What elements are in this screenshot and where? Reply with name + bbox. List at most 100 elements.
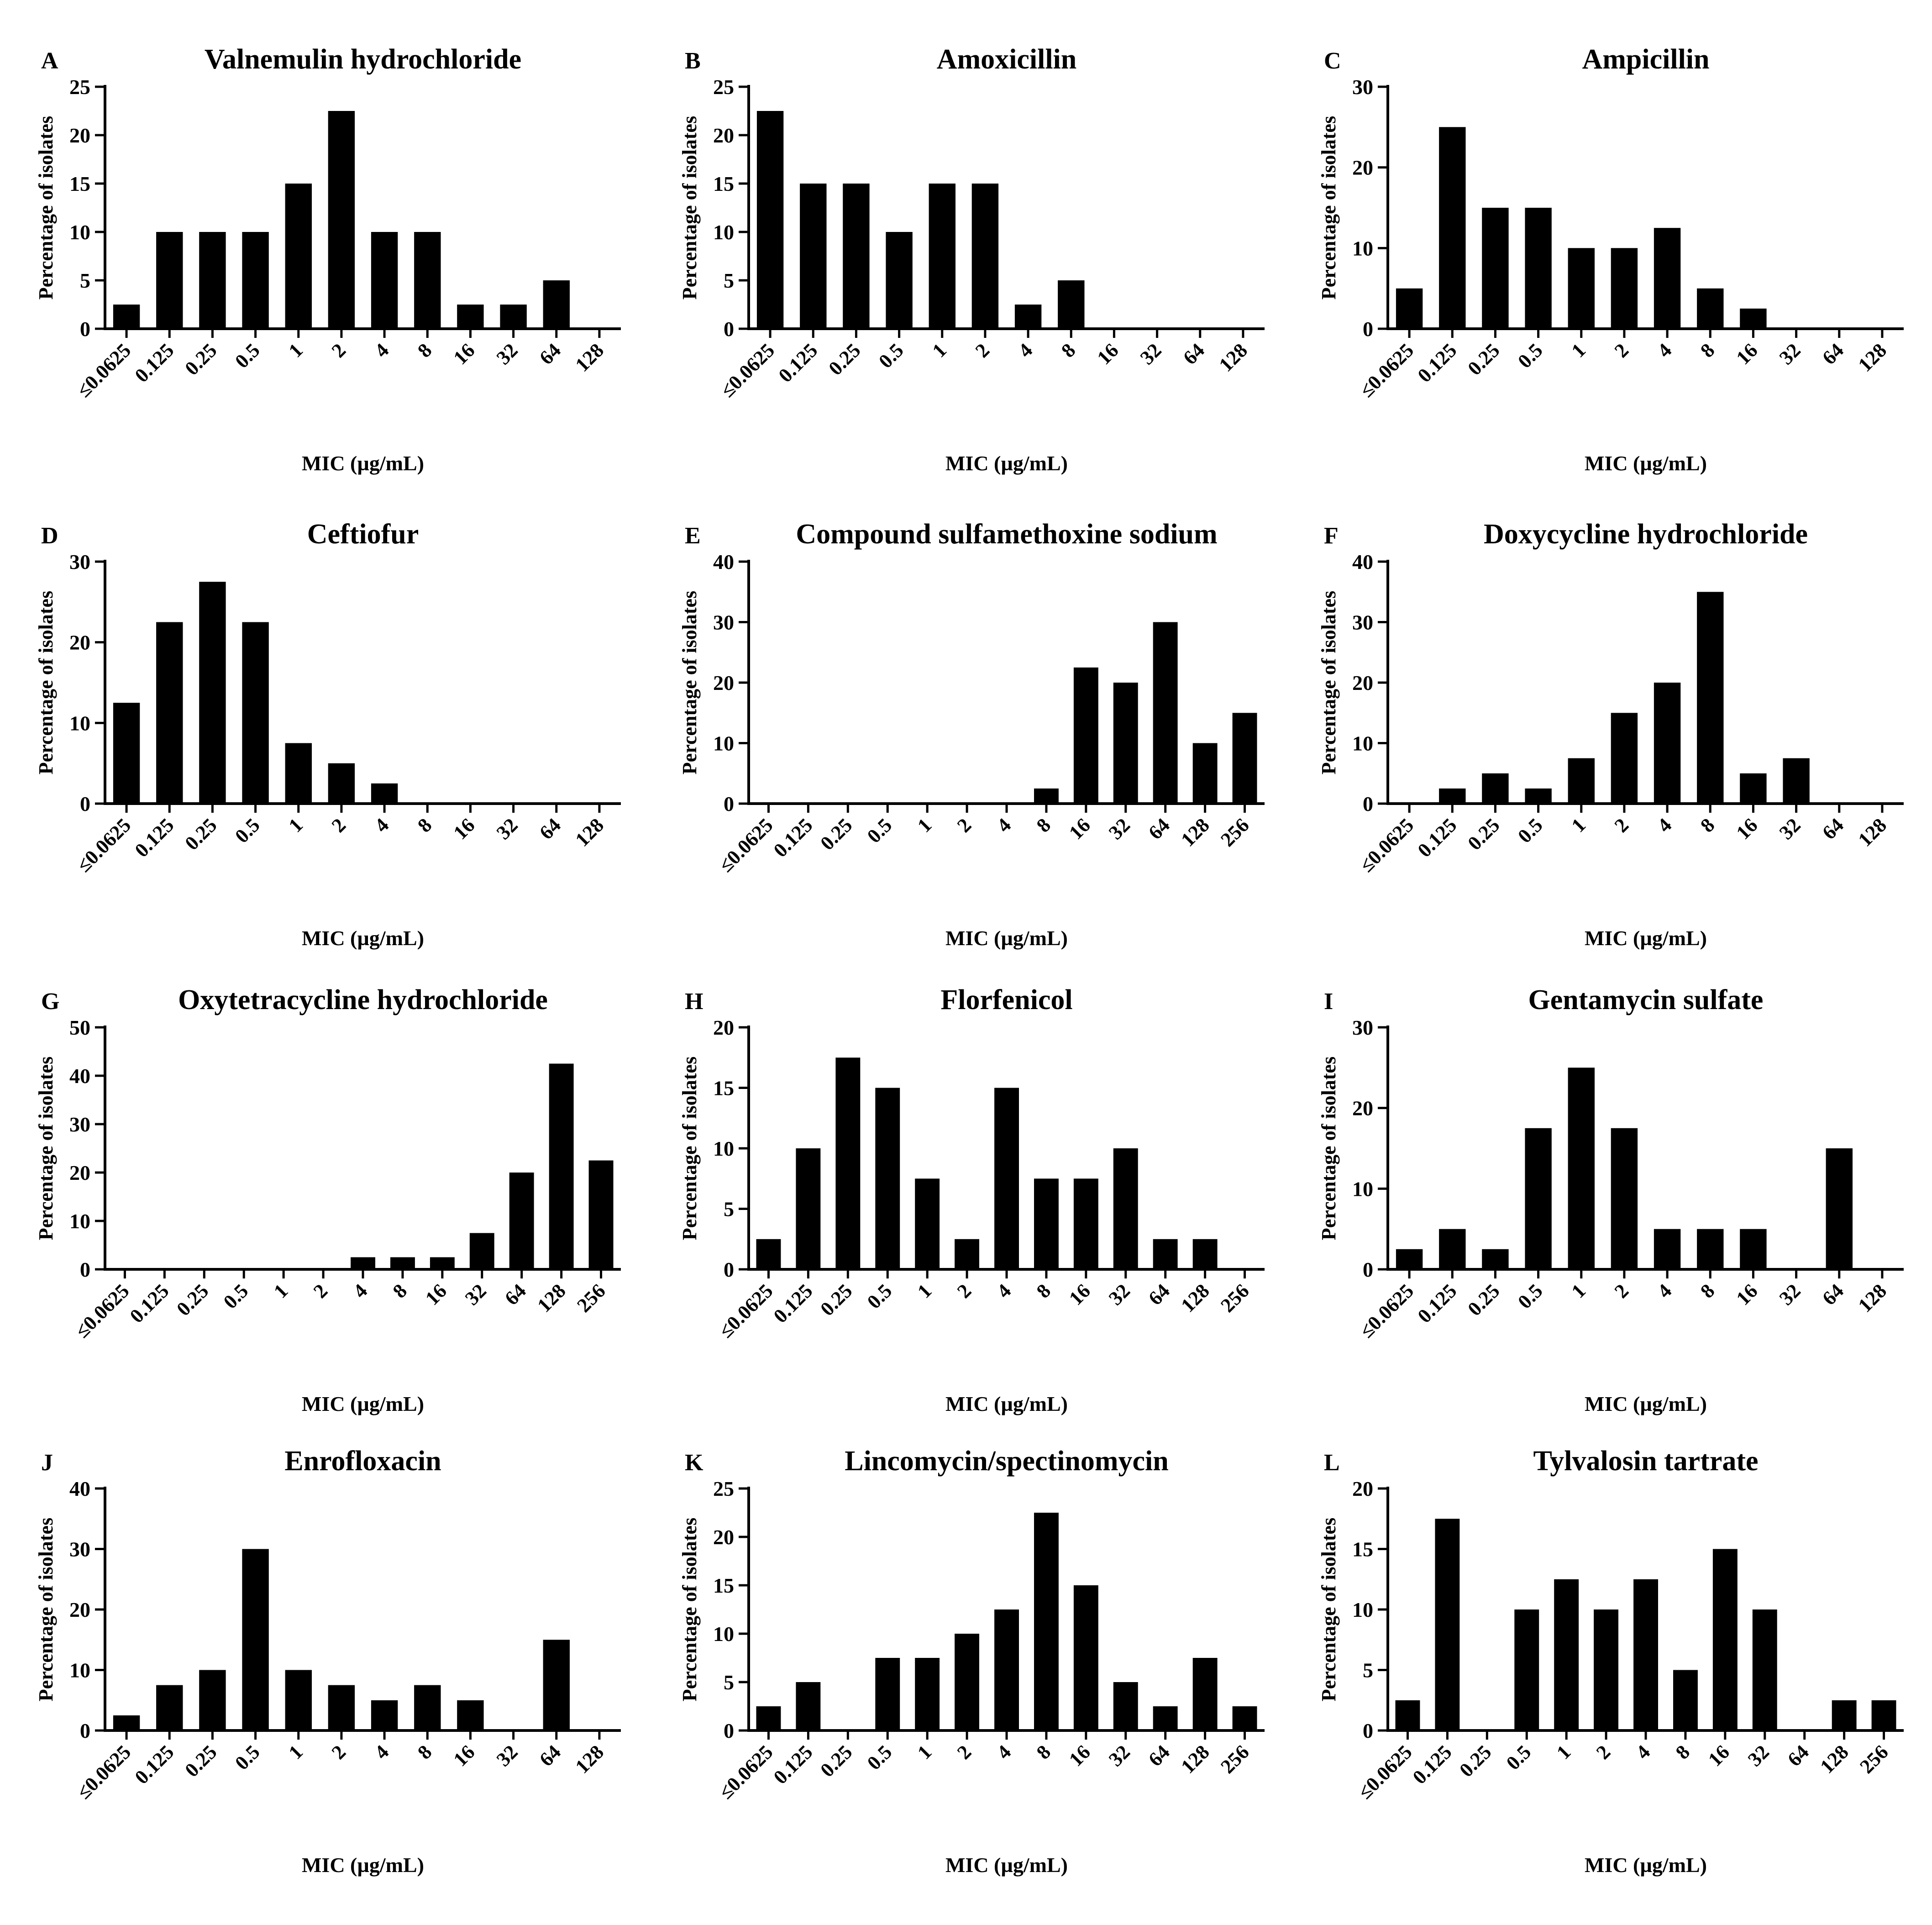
y-tick-label: 0 xyxy=(80,792,90,815)
x-tick-label: 0.25 xyxy=(816,814,856,854)
x-tick-label: ≤0.0625 xyxy=(73,339,135,401)
bar-e-8 xyxy=(1073,667,1098,804)
x-tick-label: 16 xyxy=(1732,814,1762,844)
bar-i-7 xyxy=(1697,1229,1724,1269)
x-tick-label: 128 xyxy=(1854,814,1891,851)
bar-l-11 xyxy=(1832,1700,1857,1731)
bar-a-9 xyxy=(500,305,527,329)
x-tick-label: 0.5 xyxy=(1513,1279,1547,1313)
bar-i-10 xyxy=(1826,1148,1853,1269)
x-tick-label: 0.125 xyxy=(1413,814,1461,862)
bar-g-9 xyxy=(469,1233,494,1269)
y-axis-label: Percentage of isolates xyxy=(1318,116,1340,300)
chart-panel-l: L Tylvalosin tartrate 0 5 10 15 20 ≤0.06250.125… xyxy=(1318,1446,1904,1877)
x-tick-label: 4 xyxy=(370,1741,393,1763)
x-tick-label: 0.5 xyxy=(231,1741,264,1774)
bar-c-8 xyxy=(1740,308,1767,329)
panel-letter: F xyxy=(1324,523,1339,549)
y-tick-label: 0 xyxy=(80,317,90,341)
bar-f-7 xyxy=(1697,592,1724,804)
x-tick-label: ≤0.0625 xyxy=(714,1741,777,1803)
x-axis-label: MIC (µg/mL) xyxy=(1585,452,1707,475)
bar-i-5 xyxy=(1611,1128,1638,1269)
y-axis-label: Percentage of isolates xyxy=(35,591,57,774)
bar-e-9 xyxy=(1113,683,1138,804)
x-tick-label: 64 xyxy=(1818,814,1848,844)
bar-c-1 xyxy=(1439,127,1466,329)
bar-k-5 xyxy=(955,1634,979,1730)
bar-b-0 xyxy=(756,111,784,329)
bar-g-8 xyxy=(430,1257,455,1269)
bar-i-2 xyxy=(1482,1249,1509,1269)
x-tick-label: 64 xyxy=(535,339,565,369)
x-tick-label: 4 xyxy=(1653,814,1676,836)
x-tick-label: ≤0.0625 xyxy=(716,339,779,401)
x-tick-label: 0.125 xyxy=(1408,1741,1456,1788)
x-axis-label: MIC (µg/mL) xyxy=(302,926,424,950)
y-tick-label: 0 xyxy=(80,1719,90,1742)
bar-i-0 xyxy=(1396,1249,1423,1269)
x-tick-label: 0.5 xyxy=(1513,814,1547,847)
x-tick-label: 0.25 xyxy=(180,1741,221,1781)
x-axis-label: MIC (µg/mL) xyxy=(302,452,424,475)
bar-a-5 xyxy=(328,111,355,329)
x-tick-label: 8 xyxy=(413,339,436,362)
x-tick-label: 0.5 xyxy=(231,814,264,847)
x-tick-label: 0.25 xyxy=(180,814,221,854)
x-tick-label: 1 xyxy=(913,1279,936,1302)
x-tick-label: 2 xyxy=(1610,814,1633,836)
x-tick-label: 4 xyxy=(992,1741,1015,1763)
bar-h-8 xyxy=(1073,1178,1098,1270)
x-tick-label: 0.5 xyxy=(219,1279,253,1313)
bar-h-0 xyxy=(756,1239,781,1270)
chart-title: Ampicillin xyxy=(1582,44,1709,75)
x-tick-label: 8 xyxy=(1696,1279,1719,1302)
y-tick-label: 20 xyxy=(1352,156,1373,179)
bar-a-0 xyxy=(113,305,140,329)
bar-c-0 xyxy=(1396,288,1423,329)
y-tick-label: 40 xyxy=(69,1477,90,1500)
bar-a-4 xyxy=(285,184,312,329)
y-tick-label: 10 xyxy=(713,1137,734,1160)
bar-d-4 xyxy=(285,743,312,804)
bar-b-4 xyxy=(929,184,956,329)
x-tick-label: 128 xyxy=(1854,1279,1891,1316)
x-tick-label: ≤0.0625 xyxy=(71,1279,133,1342)
y-tick-label: 10 xyxy=(1352,237,1373,260)
y-tick-label: 10 xyxy=(1352,732,1373,755)
x-tick-label: 2 xyxy=(309,1279,332,1302)
y-tick-label: 30 xyxy=(69,1113,90,1136)
bar-c-2 xyxy=(1482,208,1509,329)
bar-h-6 xyxy=(994,1088,1019,1269)
bar-a-10 xyxy=(543,280,570,329)
x-tick-label: 256 xyxy=(1216,814,1253,851)
y-tick-label: 40 xyxy=(713,550,734,573)
x-tick-label: 32 xyxy=(1104,1741,1134,1771)
y-tick-label: 0 xyxy=(1363,1258,1373,1281)
bar-c-5 xyxy=(1611,248,1638,329)
x-tick-label: 64 xyxy=(1144,1279,1174,1310)
bar-g-12 xyxy=(588,1160,614,1269)
bar-j-7 xyxy=(414,1685,441,1730)
x-tick-label: 1 xyxy=(284,339,307,362)
x-tick-label: 32 xyxy=(1775,1279,1805,1310)
bar-h-11 xyxy=(1192,1239,1218,1270)
x-tick-label: 64 xyxy=(1818,339,1848,369)
panel-letter: K xyxy=(685,1450,704,1476)
bar-a-6 xyxy=(371,232,398,329)
x-tick-label: 128 xyxy=(1176,1279,1213,1316)
bar-f-3 xyxy=(1525,788,1552,804)
x-tick-label: 0.25 xyxy=(180,339,221,379)
x-tick-label: 16 xyxy=(449,1741,479,1771)
bar-k-1 xyxy=(796,1682,821,1730)
x-tick-label: 128 xyxy=(571,814,608,851)
chart-title: Gentamycin sulfate xyxy=(1528,984,1764,1015)
x-tick-label: 2 xyxy=(953,1279,976,1302)
x-tick-label: 32 xyxy=(1775,814,1805,844)
bar-f-9 xyxy=(1783,758,1810,804)
y-tick-label: 10 xyxy=(713,1622,734,1646)
bar-g-7 xyxy=(390,1257,415,1269)
bar-f-8 xyxy=(1740,773,1767,804)
x-tick-label: 0.125 xyxy=(131,339,178,387)
bar-j-8 xyxy=(457,1700,484,1731)
